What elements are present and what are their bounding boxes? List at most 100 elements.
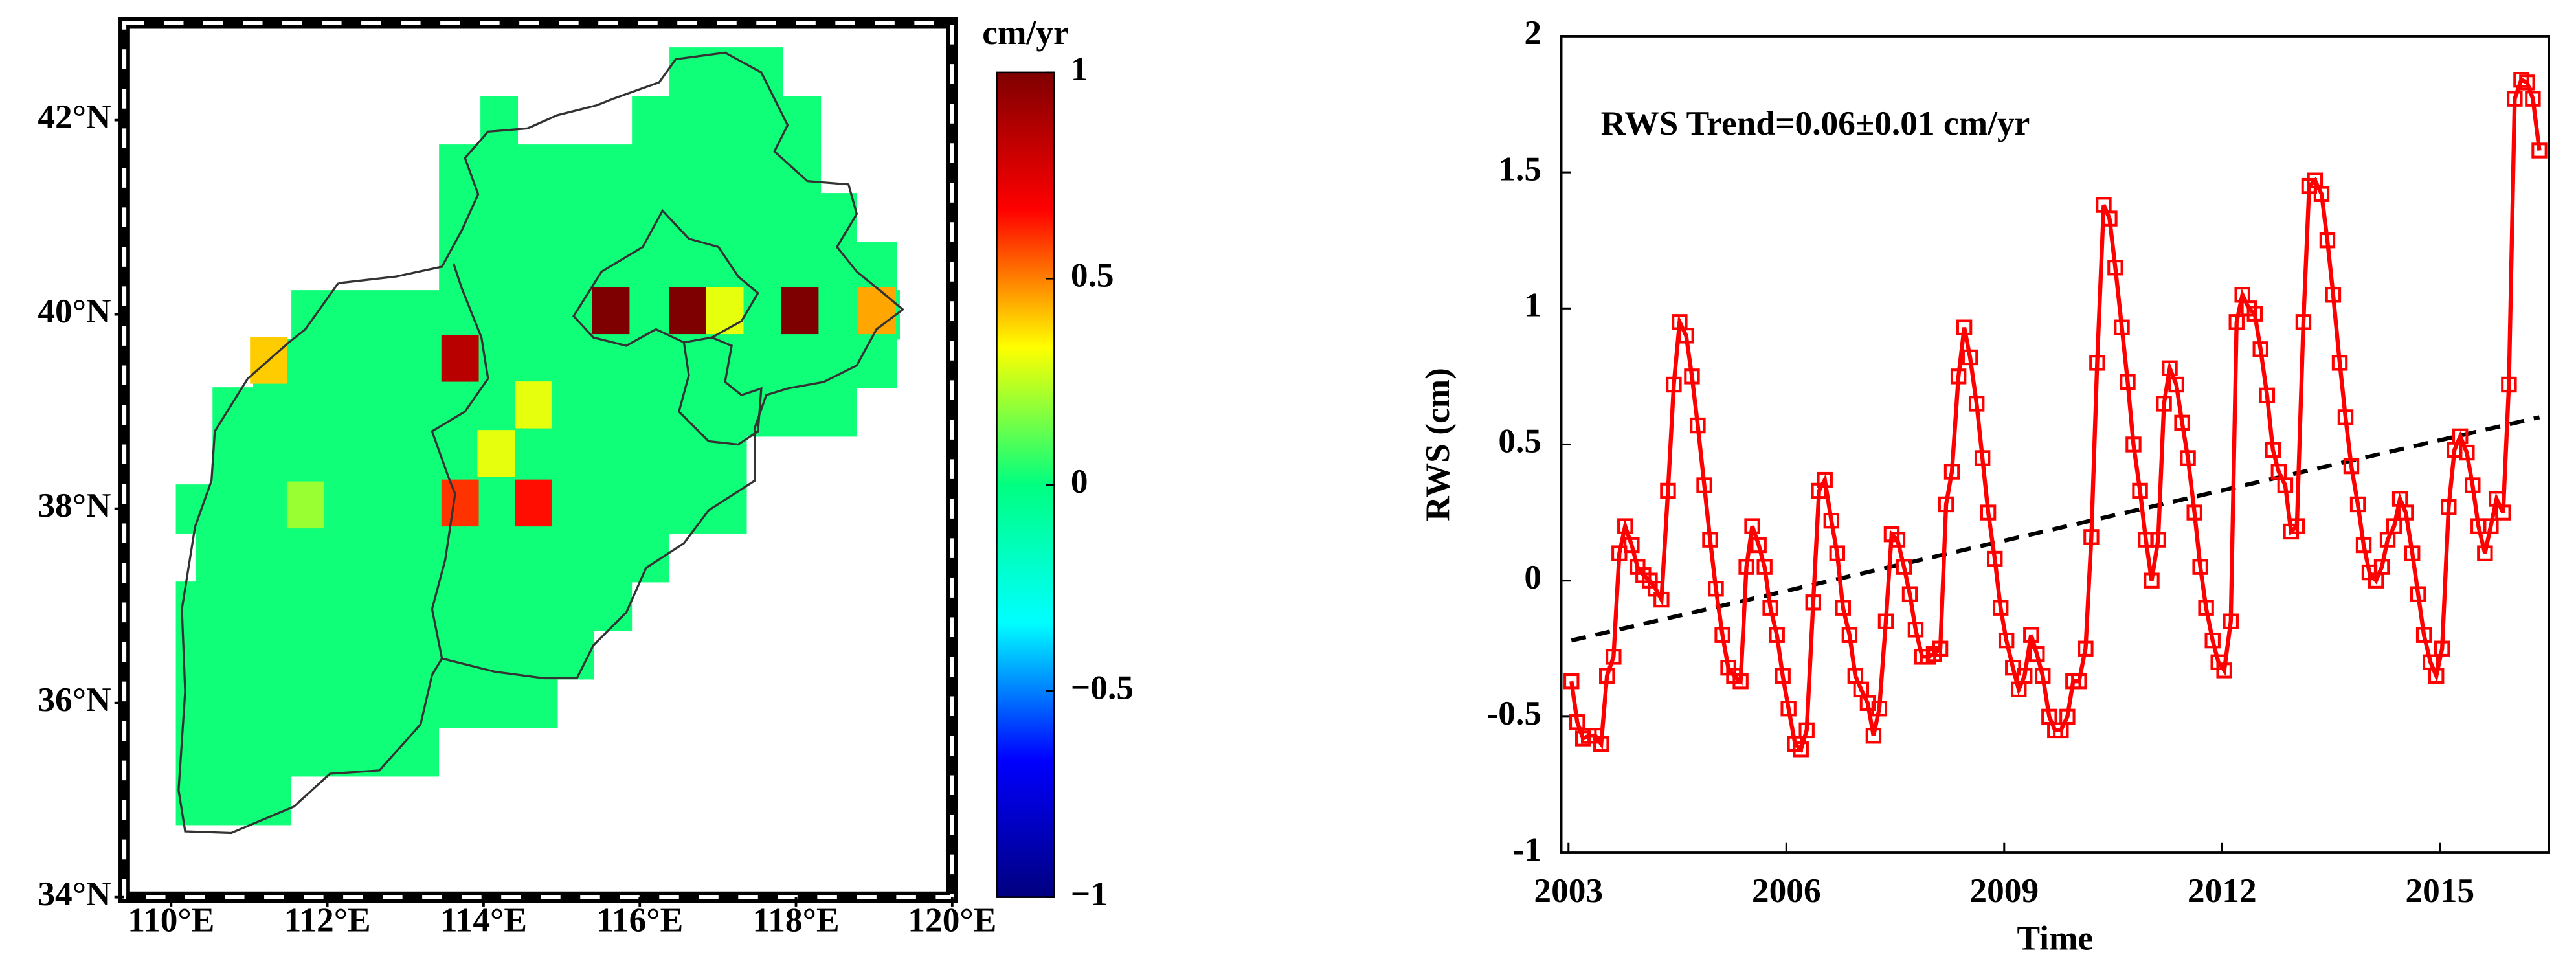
- marker: [2246, 306, 2263, 322]
- marker: [1624, 537, 1640, 554]
- marker: [2325, 287, 2342, 303]
- marker: [2101, 210, 2118, 227]
- marker: [1738, 559, 1754, 575]
- marker: [1829, 545, 1846, 561]
- marker: [1690, 417, 1706, 434]
- marker: [1956, 319, 1973, 335]
- grid-cell: [286, 481, 324, 529]
- annotation: RWS Trend=0.06±0.01 cm/yr: [1601, 104, 2030, 142]
- marker: [1769, 627, 1785, 643]
- marker: [2023, 627, 2039, 643]
- y-tick-label: 42°N: [38, 97, 111, 136]
- marker: [1751, 537, 1767, 554]
- marker: [2029, 646, 2045, 662]
- region-cells: [175, 776, 292, 826]
- x-tick-label: 2012: [2188, 871, 2257, 910]
- marker: [1714, 627, 1730, 643]
- marker: [2125, 436, 2142, 453]
- marker: [2144, 572, 2160, 589]
- colorbar-tick-label: −0.5: [1071, 668, 1134, 706]
- marker: [1835, 600, 1851, 616]
- marker: [2223, 613, 2239, 629]
- boundary: [177, 263, 489, 835]
- x-tick-label: 114°E: [440, 901, 527, 940]
- marker: [2415, 627, 2432, 643]
- marker: [2483, 518, 2499, 534]
- marker: [1702, 532, 1718, 548]
- region-cells: [175, 581, 633, 631]
- marker: [2180, 450, 2196, 466]
- marker: [2434, 640, 2450, 657]
- region-cells: [669, 47, 783, 97]
- x-tick-label: 2009: [1969, 871, 2039, 910]
- region-cells: [253, 339, 897, 388]
- marker: [2343, 458, 2360, 475]
- marker: [1696, 477, 1712, 493]
- marker: [2386, 518, 2402, 534]
- marker: [1841, 627, 1858, 643]
- marker: [2228, 314, 2245, 330]
- marker: [2289, 518, 2305, 534]
- marker: [1606, 649, 1622, 665]
- marker: [1901, 586, 1918, 602]
- marker: [1896, 559, 1912, 575]
- marker: [2005, 659, 2021, 676]
- y-tick-label: 34°N: [38, 874, 111, 913]
- marker: [1817, 471, 1833, 488]
- marker: [2174, 414, 2190, 431]
- marker: [1950, 368, 1967, 385]
- marker: [2397, 504, 2414, 521]
- colorbar-tick-label: 0: [1071, 462, 1088, 501]
- y-tick-label: 38°N: [38, 486, 111, 524]
- grid-cell: [669, 287, 707, 335]
- y-tick-label: -0.5: [1487, 693, 1542, 732]
- marker: [1780, 701, 1797, 717]
- marker: [2132, 482, 2148, 499]
- region-cells: [175, 727, 440, 777]
- marker: [2198, 600, 2214, 616]
- boundary: [677, 336, 763, 446]
- x-tick-label: 2003: [1534, 871, 1603, 910]
- grid-cell: [858, 287, 896, 335]
- y-tick-label: 1.5: [1498, 149, 1541, 188]
- grid-cell: [441, 479, 479, 527]
- grid-cell: [706, 287, 744, 335]
- grid-cell: [781, 287, 819, 335]
- colorbar: [996, 71, 1055, 898]
- marker: [2150, 532, 2166, 548]
- marker: [2277, 477, 2294, 493]
- marker: [1678, 328, 1694, 344]
- y-tick-label: -1: [1513, 829, 1541, 868]
- marker: [1569, 714, 1585, 730]
- marker: [1987, 550, 2003, 567]
- region-cells: [439, 144, 822, 194]
- marker: [2259, 387, 2276, 404]
- marker: [2404, 545, 2421, 561]
- x-axis-label: Time: [2017, 919, 2094, 958]
- marker: [2216, 662, 2232, 679]
- y-tick-label: 36°N: [38, 680, 111, 719]
- y-tick-label: 0.5: [1498, 422, 1541, 460]
- marker: [1823, 512, 1840, 529]
- marker: [2168, 376, 2184, 393]
- marker: [2114, 319, 2130, 335]
- marker: [1889, 532, 1906, 548]
- marker: [2349, 496, 2366, 513]
- marker: [2441, 499, 2457, 515]
- marker: [2495, 504, 2511, 521]
- marker: [2162, 360, 2178, 376]
- marker: [1974, 450, 1991, 466]
- marker: [2355, 537, 2372, 554]
- marker: [2186, 504, 2202, 521]
- marker: [1732, 673, 1749, 690]
- marker: [2477, 545, 2493, 561]
- x-tick-label: 112°E: [284, 901, 371, 940]
- marker: [1775, 668, 1791, 684]
- y-axis-label: RWS (cm): [1418, 368, 1457, 521]
- marker: [1980, 504, 1997, 521]
- marker: [2519, 74, 2535, 91]
- marker: [2459, 444, 2475, 461]
- marker: [1968, 396, 1985, 412]
- y-tick-label: 0: [1524, 557, 1541, 596]
- marker: [1962, 349, 1978, 366]
